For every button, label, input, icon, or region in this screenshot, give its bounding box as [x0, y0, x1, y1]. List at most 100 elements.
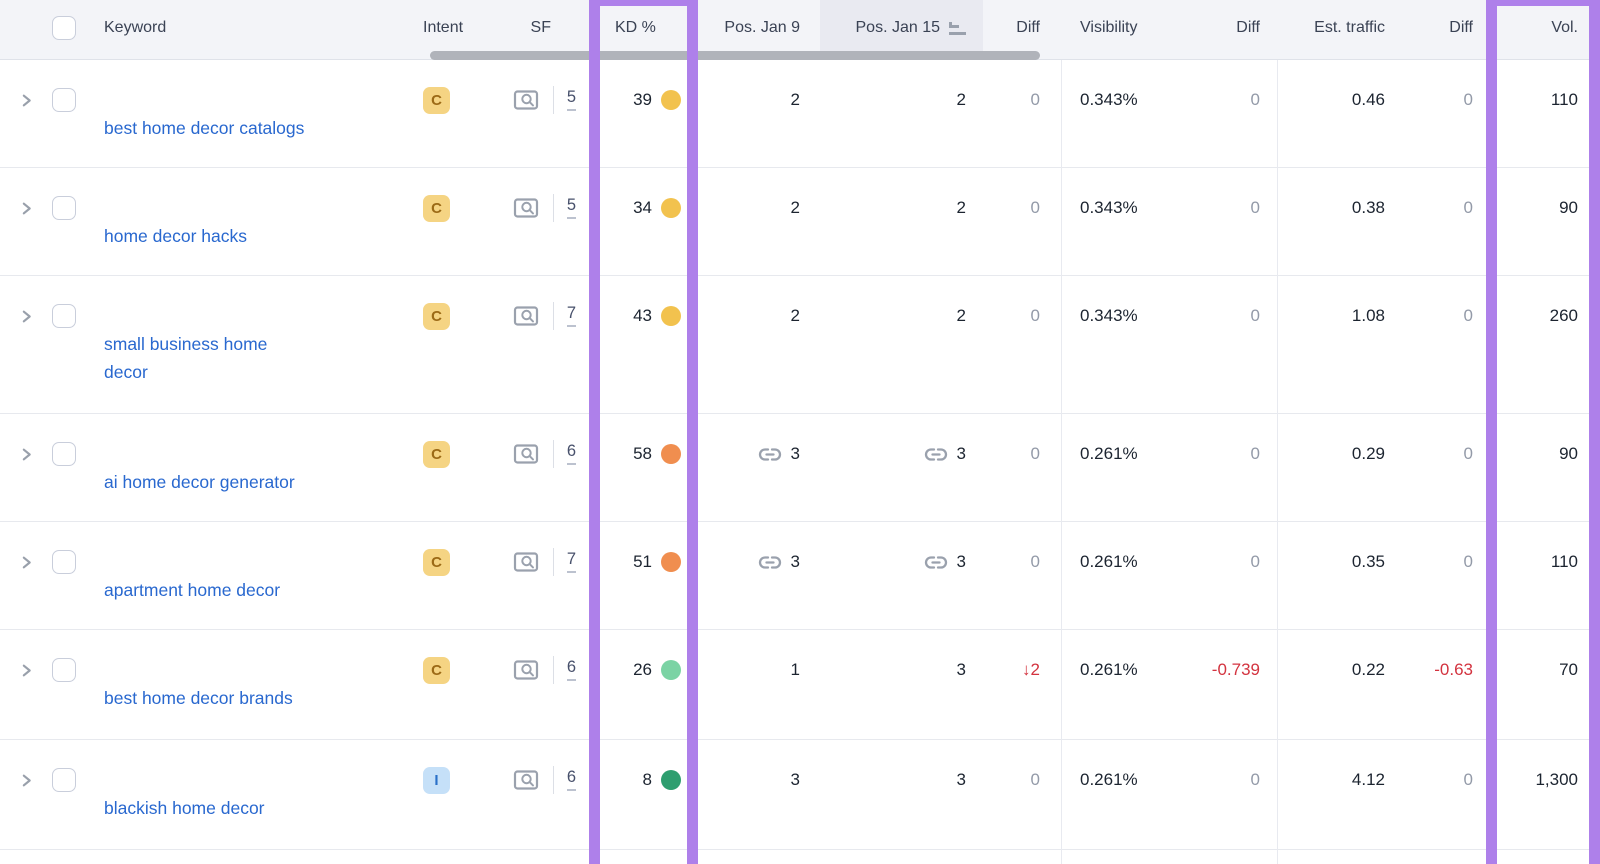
serp-features-icon: [513, 550, 540, 574]
vol-value: 90: [1559, 198, 1578, 217]
vol-value: 110: [1550, 552, 1578, 571]
expand-chevron-icon[interactable]: [16, 552, 36, 572]
intent-cell: C: [410, 544, 478, 580]
row-checkbox[interactable]: [52, 658, 76, 682]
est-traffic-value: 0.38: [1351, 198, 1385, 217]
diff-traffic-cell: 0: [1400, 298, 1486, 334]
sf-cell: 6: [478, 436, 590, 472]
visibility-value: 0.261%: [1080, 660, 1138, 679]
pos-jan9-cell: 1: [698, 652, 812, 688]
column-header-pos-jan15[interactable]: Pos. Jan 15: [812, 0, 983, 56]
visibility-cell: 0.261%: [1061, 762, 1161, 798]
sf-count[interactable]: 5: [566, 197, 576, 220]
pos-jan15-cell: 3: [812, 544, 983, 580]
intent-badge[interactable]: C: [423, 194, 450, 222]
expand-chevron-icon[interactable]: [16, 90, 36, 110]
sf-count[interactable]: 5: [566, 89, 576, 112]
diff-pos-cell: 0: [983, 762, 1061, 798]
column-header-pos-jan9[interactable]: Pos. Jan 9: [724, 19, 800, 36]
intent-badge[interactable]: C: [423, 440, 450, 468]
diff-pos-cell: 0: [983, 436, 1061, 472]
keyword-link[interactable]: home decor hacks: [104, 226, 247, 246]
row-checkbox[interactable]: [52, 88, 76, 112]
expand-chevron-icon[interactable]: [16, 198, 36, 218]
sf-count[interactable]: 6: [566, 443, 576, 466]
visibility-value: 0.343%: [1080, 90, 1138, 109]
pos-jan15-value: 2: [956, 90, 966, 109]
expand-chevron-icon[interactable]: [16, 306, 36, 326]
expand-chevron-icon[interactable]: [16, 770, 36, 790]
pos-jan9-cell: 2: [698, 298, 812, 334]
horizontal-scrollbar-thumb[interactable]: [430, 51, 1040, 60]
column-header-diff-pos[interactable]: Diff: [1016, 19, 1040, 36]
kd-value: 51: [633, 552, 652, 571]
pos-jan9-value: 3: [790, 770, 800, 789]
kd-cell: 34: [590, 190, 698, 226]
kd-cell: 58: [590, 436, 698, 472]
row-checkbox[interactable]: [52, 442, 76, 466]
keyword-link[interactable]: ai home decor generator: [104, 472, 295, 492]
est-traffic-value: 0.35: [1351, 552, 1385, 571]
row-checkbox[interactable]: [52, 768, 76, 792]
column-header-sf[interactable]: SF: [530, 19, 551, 36]
diff-pos-value: 0: [1030, 306, 1040, 325]
kd-difficulty-dot: [661, 90, 681, 110]
vol-cell: 90: [1486, 190, 1600, 226]
keyword-link[interactable]: small business home decor: [104, 334, 268, 382]
expand-chevron-icon[interactable]: [16, 660, 36, 680]
row-checkbox[interactable]: [52, 196, 76, 220]
column-header-visibility[interactable]: Visibility: [1080, 19, 1138, 36]
sf-cell: 7: [478, 298, 590, 334]
diff-visibility-cell: 0: [1161, 190, 1277, 226]
diff-pos-cell: 0: [983, 82, 1061, 118]
column-header-intent[interactable]: Intent: [423, 19, 464, 36]
est-traffic-value: 1.08: [1351, 306, 1385, 325]
row-checkbox[interactable]: [52, 550, 76, 574]
intent-badge[interactable]: C: [423, 548, 450, 576]
keyword-link[interactable]: apartment home decor: [104, 580, 281, 600]
vol-value: 70: [1559, 660, 1578, 679]
pos-jan15-cell: 3: [812, 762, 983, 798]
serp-features-icon: [513, 442, 540, 466]
diff-traffic-value: 0: [1463, 770, 1473, 789]
column-header-kd[interactable]: KD %: [615, 19, 656, 36]
sf-count[interactable]: 6: [566, 659, 576, 682]
diff-traffic-value: 0: [1463, 306, 1473, 325]
column-header-keyword[interactable]: Keyword: [104, 19, 167, 36]
row-checkbox[interactable]: [52, 304, 76, 328]
expand-cell: [16, 544, 52, 580]
sf-count[interactable]: 6: [566, 769, 576, 792]
link-icon: [924, 447, 948, 462]
keyword-link[interactable]: best home decor brands: [104, 688, 293, 708]
intent-badge[interactable]: C: [423, 302, 450, 330]
diff-traffic-cell: 0: [1400, 436, 1486, 472]
expand-chevron-icon[interactable]: [16, 444, 36, 464]
diff-pos-cell: 0: [983, 298, 1061, 334]
diff-traffic-value: 0: [1463, 90, 1473, 109]
intent-badge[interactable]: C: [423, 86, 450, 114]
select-all-checkbox[interactable]: [52, 16, 76, 40]
keyword-cell: apartment home decor: [104, 548, 410, 604]
intent-badge[interactable]: C: [423, 656, 450, 684]
diff-visibility-value: 0: [1250, 90, 1260, 109]
pos-jan9-cell: 3: [698, 436, 812, 472]
pos-jan15-value: 3: [956, 660, 966, 679]
est-traffic-cell: 1.08: [1277, 298, 1400, 334]
table-body: best home decor catalogs C 5 39: [0, 60, 1600, 850]
sf-cell: 5: [478, 82, 590, 118]
column-header-vol[interactable]: Vol.: [1551, 19, 1578, 36]
keyword-cell: ai home decor generator: [104, 440, 410, 496]
kd-value: 39: [633, 90, 652, 109]
visibility-cell: 0.343%: [1061, 190, 1161, 226]
sf-count[interactable]: 7: [566, 551, 576, 574]
sf-count[interactable]: 7: [566, 305, 576, 328]
column-header-diff-traffic[interactable]: Diff: [1449, 19, 1473, 36]
keyword-link[interactable]: best home decor catalogs: [104, 118, 305, 138]
column-header-diff-visibility[interactable]: Diff: [1236, 19, 1260, 36]
keyword-link[interactable]: blackish home decor: [104, 798, 265, 818]
kd-difficulty-dot: [661, 552, 681, 572]
intent-badge[interactable]: I: [423, 766, 450, 794]
column-header-est-traffic[interactable]: Est. traffic: [1314, 19, 1385, 36]
est-traffic-cell: 0.29: [1277, 436, 1400, 472]
